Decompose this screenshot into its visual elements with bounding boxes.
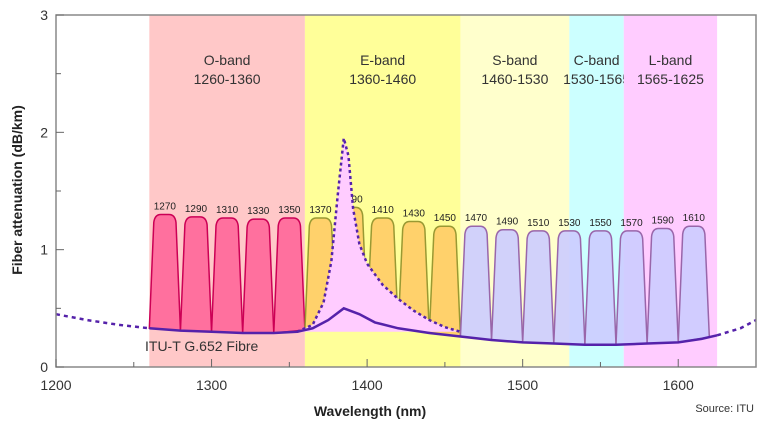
x-tick-label: 1500 (507, 377, 538, 393)
channel-1550 (584, 230, 617, 346)
channel-label: 1270 (154, 201, 177, 212)
water-peak-curve (296, 137, 461, 333)
x-tick-label: 1300 (196, 377, 227, 393)
band-range: 1360-1460 (349, 71, 416, 87)
source-label: Source: ITU (695, 403, 754, 415)
fibre-curve-dashed-left (55, 312, 150, 330)
channel-label: 1450 (434, 213, 457, 224)
band-name: E-band (360, 52, 405, 68)
y-tick-label: 2 (40, 124, 48, 140)
y-tick-label: 3 (40, 7, 48, 23)
x-tick-label: 1400 (352, 377, 383, 393)
channel-1470 (459, 225, 493, 341)
channel-1610 (677, 225, 711, 344)
water-peak-fill (297, 138, 461, 332)
channel-label: 1330 (247, 206, 270, 217)
band-range: 1530-1565 (563, 71, 630, 87)
channel-1530 (552, 230, 586, 346)
channel-1350 (272, 217, 306, 334)
channel-1450 (428, 225, 462, 338)
channel-label: 1430 (403, 209, 426, 220)
channel-1290 (179, 216, 213, 333)
channel-label: 1470 (465, 213, 488, 224)
channel-label: 1350 (278, 205, 301, 216)
cwdm-channels: 1270129013101330135013701390141014301450… (148, 194, 711, 346)
channel-label: 1530 (558, 218, 581, 229)
band-range: 1260-1360 (194, 71, 261, 87)
channel-1510 (521, 230, 555, 345)
y-axis-label: Fiber attenuation (dB/km) (9, 105, 25, 275)
channel-1270 (148, 213, 182, 332)
x-tick-label: 1200 (40, 377, 71, 393)
channel-1490 (490, 228, 524, 344)
channel-1570 (615, 230, 648, 346)
channel-label: 1550 (589, 218, 612, 229)
fibre-curve-dashed-right (716, 318, 757, 337)
channel-label: 1290 (185, 204, 208, 215)
x-tick-label: 1600 (663, 377, 694, 393)
channel-label: 1570 (620, 218, 643, 229)
y-tick-label: 0 (40, 359, 48, 375)
fibre-curve (149, 306, 718, 346)
band-name: S-band (492, 52, 537, 68)
attenuation-curves (55, 137, 757, 346)
band-name: O-band (204, 52, 251, 68)
channel-label: 1510 (527, 218, 550, 229)
band-range: 1460-1530 (481, 71, 548, 87)
band-name: C-band (574, 52, 620, 68)
y-tick-label: 1 (40, 242, 48, 258)
axes: 1200 1300 1400 1500 1600 0 1 2 3 (40, 7, 757, 393)
band-name: L-band (649, 52, 693, 68)
channel-label: 1310 (216, 205, 239, 216)
channel-label: 1590 (652, 216, 675, 227)
channel-label: 1490 (496, 217, 519, 228)
channel-label: 1610 (683, 213, 706, 224)
band-range: 1565-1625 (637, 71, 704, 87)
x-axis-label: Wavelength (nm) (314, 403, 426, 419)
channel-1330 (241, 218, 275, 334)
fibre-label: ITU-T G.652 Fibre (145, 338, 259, 354)
channel-label: 1370 (309, 205, 332, 216)
channel-1590 (646, 227, 680, 345)
channel-1310 (210, 217, 244, 334)
channel-label: 1410 (372, 205, 395, 216)
